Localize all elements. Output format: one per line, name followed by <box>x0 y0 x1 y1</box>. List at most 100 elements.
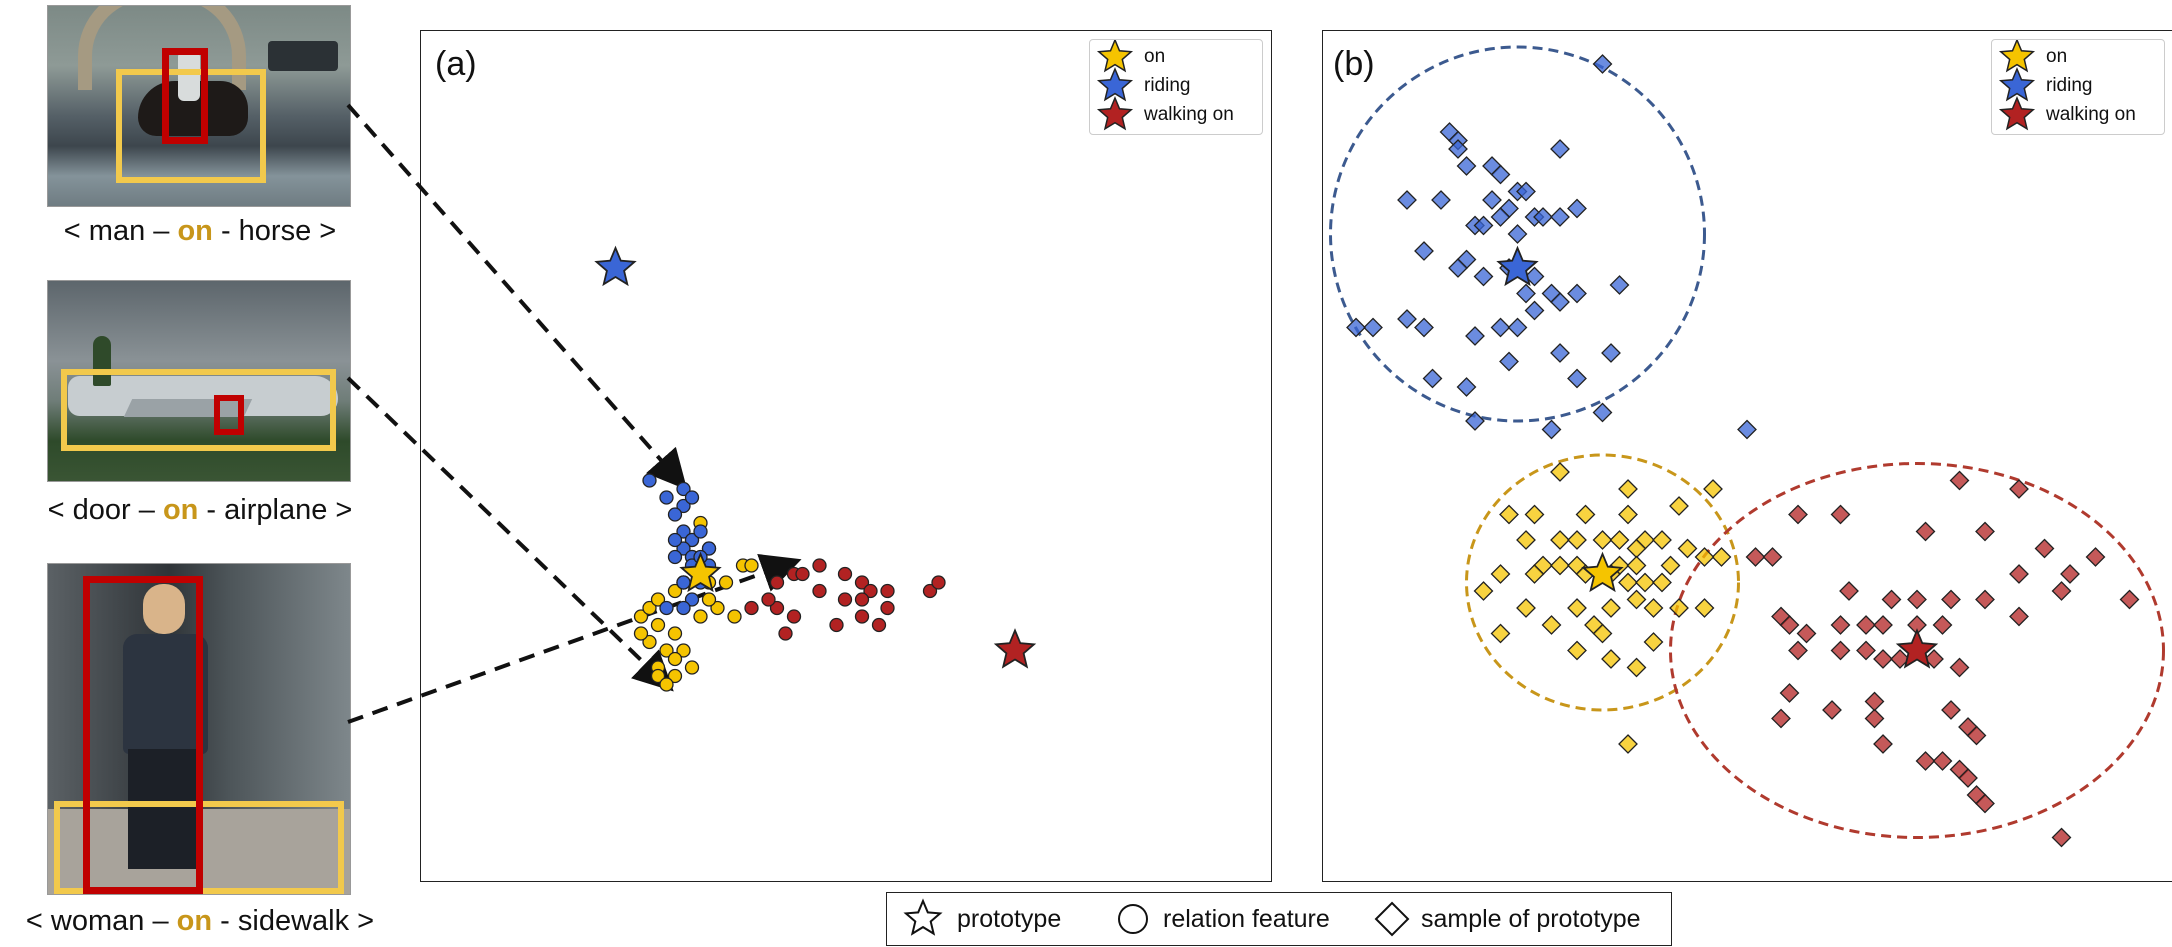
sample-point-on <box>1694 547 1715 567</box>
sample-point-riding <box>1490 164 1511 185</box>
panel-b-legend: on riding walking on <box>1991 39 2165 135</box>
relation-feature-point-on <box>650 592 666 607</box>
truck-shape <box>268 41 338 71</box>
sample-point-walking-on <box>1839 581 1859 601</box>
relation-feature-point-riding <box>659 600 674 616</box>
relation-feature-point-on <box>650 668 666 684</box>
sample-point-walking-on <box>1856 640 1876 661</box>
sample-point-walking-on <box>2085 547 2106 567</box>
relation-feature-point-walking-on <box>761 592 776 607</box>
sample-point-on <box>1626 589 1647 610</box>
relation-feature-point-walking-on <box>854 575 870 590</box>
sample-point-walking-on <box>1924 649 1944 669</box>
sample-point-riding <box>1397 309 1417 329</box>
caption-example-2: < door – on - airplane > <box>47 494 353 526</box>
sample-point-walking-on <box>1830 504 1851 525</box>
sample-point-on <box>1618 504 1638 525</box>
sample-point-on <box>1626 555 1647 576</box>
sample-point-walking-on <box>2119 589 2140 610</box>
object-label: sidewalk <box>237 905 350 937</box>
sample-point-riding <box>1422 368 1443 389</box>
sample-point-on <box>1643 632 1664 652</box>
relation-feature-point-riding <box>693 524 708 539</box>
sample-point-on <box>1592 530 1613 550</box>
sample-point-on <box>1550 530 1570 550</box>
sample-point-riding <box>1737 419 1757 440</box>
relation-feature-point-on <box>633 609 649 624</box>
woman-head <box>143 584 185 634</box>
sample-point-walking-on <box>2009 606 2029 627</box>
prototype-star-on <box>1581 551 1624 593</box>
legend-relation-feature-label: relation feature <box>1163 905 1330 933</box>
sample-point-on <box>1524 504 1545 525</box>
sample-point-walking-on <box>1864 708 1885 729</box>
panel-b-marks <box>1329 45 2165 848</box>
relation-feature-point-walking-on <box>769 575 785 590</box>
sample-point-riding <box>1490 317 1511 338</box>
panel-a-marks <box>594 245 1037 692</box>
legend-label-walking-on: walking on <box>2046 104 2136 125</box>
sample-point-walking-on <box>1890 649 1910 669</box>
sample-point-walking-on <box>1873 734 1893 754</box>
relation-feature-point-on <box>727 609 742 624</box>
sample-point-riding <box>1499 351 1519 372</box>
sample-point-riding <box>1473 215 1494 236</box>
prototype-star-walking-on <box>993 628 1037 669</box>
prototype-star-riding <box>1496 245 1539 287</box>
sample-point-walking-on <box>2009 564 2029 584</box>
subject-box-man <box>162 48 208 144</box>
relation-label: on <box>177 215 213 247</box>
sample-point-walking-on <box>1941 700 1961 720</box>
sample-point-on <box>1567 530 1587 550</box>
sample-point-on <box>1669 598 1689 618</box>
legend-star-on <box>1096 40 1134 73</box>
prototype-star-riding <box>594 245 637 287</box>
sample-point-riding <box>1456 156 1477 176</box>
sample-point-walking-on <box>1779 683 1800 703</box>
sample-point-walking-on <box>1958 768 1978 788</box>
legend-label-walking-on: walking on <box>1144 104 1234 125</box>
relation-feature-point-walking-on <box>871 617 887 633</box>
sample-point-on <box>1660 555 1681 576</box>
rider-shape <box>178 51 200 101</box>
sample-point-riding <box>1465 326 1485 346</box>
caption-example-3: < woman – on - sidewalk > <box>25 905 375 937</box>
sample-point-on <box>1524 564 1545 584</box>
relation-feature-point-walking-on <box>837 566 853 582</box>
sample-point-walking-on <box>1975 521 1995 542</box>
cluster-ellipse-on <box>1465 453 1740 712</box>
sample-point-riding <box>1431 190 1451 210</box>
sample-point-on <box>1652 572 1672 593</box>
sample-point-riding <box>1592 54 1613 74</box>
object-box-airplane <box>61 369 336 451</box>
sample-point-walking-on <box>1856 615 1876 635</box>
relation-feature-point-walking-on <box>812 558 827 573</box>
relation-label: on <box>162 494 199 526</box>
cluster-ellipse-walking-on <box>1669 462 2165 839</box>
sample-point-walking-on <box>1932 615 1953 635</box>
sample-point-riding <box>1524 300 1545 321</box>
prototype-star-on <box>679 551 722 593</box>
arrow-man-on-horse <box>346 103 688 491</box>
sample-point-on <box>1541 615 1562 635</box>
sample-point-on <box>1550 462 1570 482</box>
arrow-door-on-airplane <box>346 376 674 692</box>
sample-point-riding <box>1448 258 1468 278</box>
sample-point-riding <box>1609 275 1630 295</box>
subject-label: door <box>72 494 131 526</box>
relation-feature-point-on <box>667 583 683 599</box>
sample-point-on <box>1711 547 1732 567</box>
relation-feature-point-riding <box>676 498 691 514</box>
sample-point-riding <box>1507 224 1528 244</box>
legend-star-walking-on <box>1096 96 1134 131</box>
panel-a-legend: on riding walking on <box>1089 39 1263 135</box>
relation-feature-point-on <box>650 617 666 633</box>
relation-feature-point-riding <box>701 541 717 556</box>
relation-feature-point-riding <box>667 532 683 548</box>
sample-point-on <box>1473 581 1494 601</box>
sample-point-on <box>1601 649 1621 669</box>
sample-point-riding <box>1550 343 1570 363</box>
legend-label-on: on <box>2046 46 2068 67</box>
sample-point-riding <box>1567 198 1587 219</box>
sample-point-walking-on <box>1771 708 1791 729</box>
